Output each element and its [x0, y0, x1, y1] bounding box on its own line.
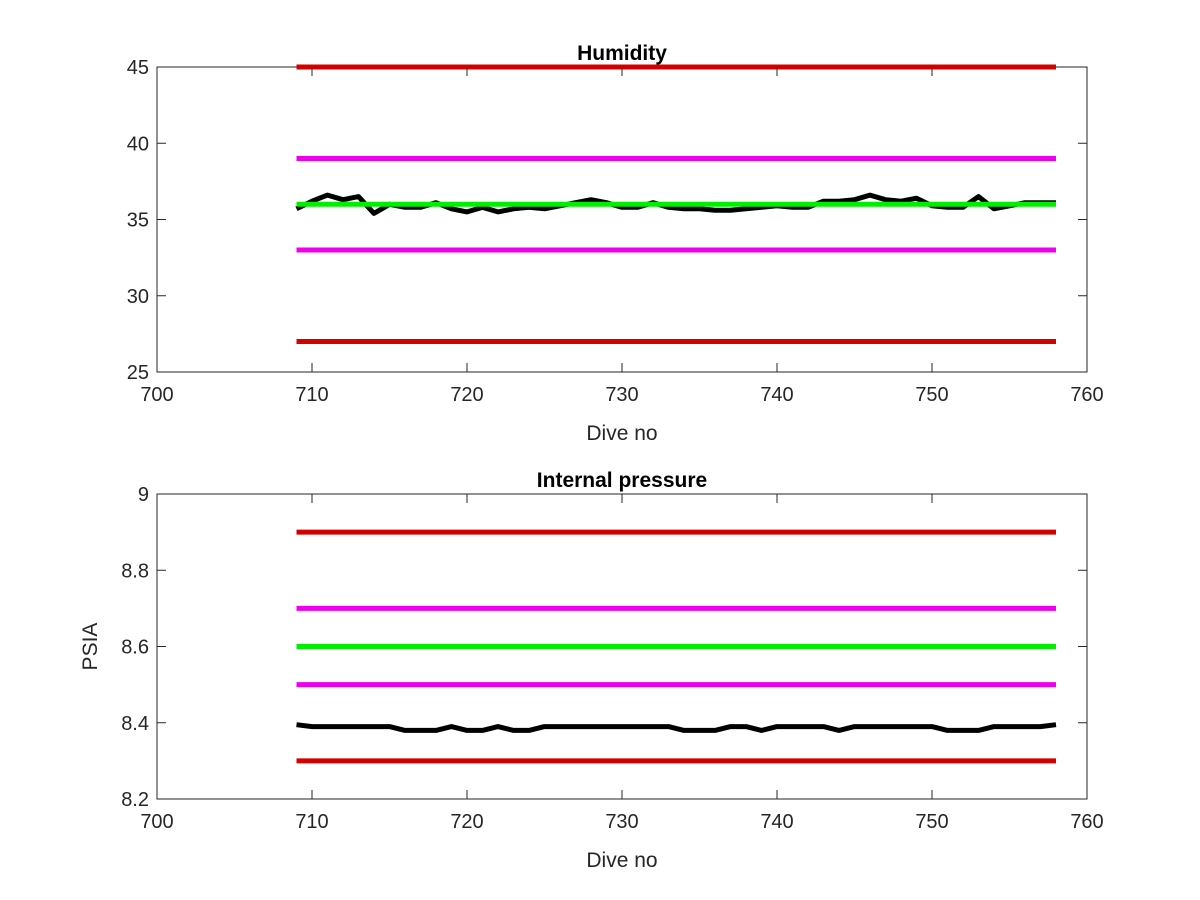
x-tick-label: 740	[760, 811, 793, 833]
chart-title: Humidity	[577, 42, 667, 65]
y-tick-label: 8.8	[121, 560, 149, 582]
y-tick-label: 25	[127, 362, 149, 384]
x-tick-label: 760	[1070, 384, 1103, 406]
x-tick-label: 700	[140, 384, 173, 406]
x-tick-label: 700	[140, 811, 173, 833]
y-tick-label: 8.6	[121, 637, 149, 659]
y-tick-label: 45	[127, 57, 149, 79]
x-axis-label: Dive no	[586, 849, 657, 872]
y-tick-label: 30	[127, 286, 149, 308]
x-tick-label: 730	[605, 811, 638, 833]
x-tick-label: 730	[605, 384, 638, 406]
y-tick-label: 40	[127, 133, 149, 155]
x-tick-label: 710	[295, 811, 328, 833]
x-axis-label: Dive no	[586, 422, 657, 445]
series-group	[296, 529, 1057, 764]
y-tick-label: 8.2	[121, 789, 149, 811]
x-tick-label: 740	[760, 384, 793, 406]
y-tick-label: 9	[138, 484, 149, 506]
x-tick-label: 760	[1070, 811, 1103, 833]
x-tick-label: 750	[915, 811, 948, 833]
series-group	[295, 64, 1056, 344]
chart-title: Internal pressure	[537, 469, 707, 492]
x-tick-label: 710	[295, 384, 328, 406]
y-tick-label: 8.4	[121, 713, 149, 735]
y-tick-label: 35	[127, 210, 149, 232]
plot-area-frame	[156, 66, 1088, 373]
series-line-5	[296, 722, 1057, 733]
x-tick-label: 750	[915, 384, 948, 406]
x-tick-label: 720	[450, 811, 483, 833]
y-axis-label: PSIA	[79, 623, 102, 671]
chart-internal-pressure: 700 710 720 730 740 750 760 8.2 8.4 8.6 8.8 9 Intern…	[79, 469, 1104, 872]
chart-humidity: 700 710 720 730 740 750 760 25 30 35 40 45 Humidity D…	[127, 42, 1104, 445]
x-tick-label: 720	[450, 384, 483, 406]
